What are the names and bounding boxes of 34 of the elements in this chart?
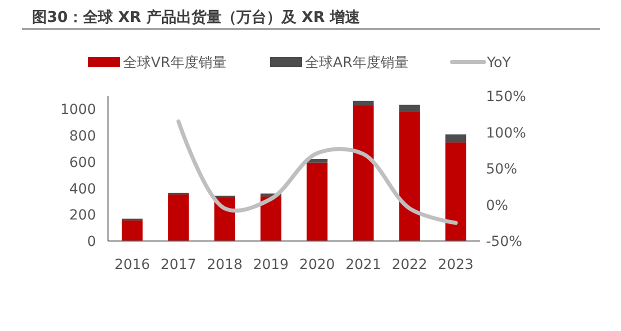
x-tick-label: 2019 (253, 257, 289, 273)
bar (260, 196, 282, 241)
bar (399, 112, 420, 241)
bar (445, 142, 466, 241)
y-tick-label: 0 (87, 234, 96, 250)
bar (122, 220, 143, 241)
y2-tick-label: 150% (486, 89, 526, 105)
y-tick-label: 200 (69, 208, 96, 224)
y2-tick-label: -50% (486, 234, 522, 250)
x-tick-label: 2016 (114, 257, 150, 273)
chart-title: 图30：全球 XR 产品出货量（万台）及 XR 增速 (32, 8, 361, 26)
x-tick-label: 2023 (438, 257, 474, 273)
y2-tick-label: 100% (486, 125, 526, 142)
y2-tick-label: 50% (486, 162, 518, 178)
x-tick-label: 2020 (299, 257, 335, 273)
x-tick-label: 2022 (392, 257, 428, 273)
bar (445, 134, 466, 142)
y2-tick-label: 0% (486, 198, 508, 214)
bar (352, 100, 374, 106)
legend-label: 全球AR年度销量 (305, 55, 408, 71)
bar (399, 104, 420, 112)
bar (352, 105, 374, 241)
y-tick-label: 800 (69, 128, 96, 145)
x-tick-label: 2017 (160, 257, 196, 273)
line-series (176, 119, 458, 225)
legend-label: 全球VR年度销量 (123, 55, 226, 71)
x-tick-label: 2018 (206, 257, 243, 273)
bar (306, 162, 328, 241)
x-tick-label: 2021 (345, 257, 382, 273)
y-tick-label: 400 (69, 181, 96, 198)
bar (168, 194, 189, 241)
y-tick-label: 600 (69, 154, 96, 171)
y-tick-label: 1000 (60, 102, 96, 118)
legend-label: YoY (486, 55, 512, 71)
